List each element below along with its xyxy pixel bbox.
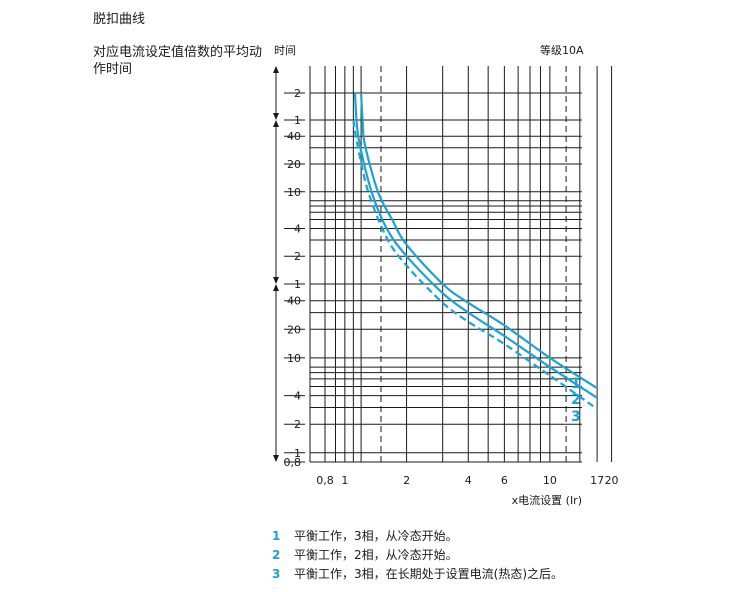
x-tick-label: 17 (590, 474, 604, 487)
y-tick-label: 10 (287, 352, 301, 365)
legend-text: 平衡工作，2相，从冷态开始。 (294, 548, 458, 562)
y-tick-label: 1 (294, 447, 301, 460)
y-tick-label: 10 (287, 186, 301, 199)
x-tick-label: 0,8 (316, 474, 334, 487)
y-axis-arrow-up (273, 120, 279, 127)
y-axis-arrow-up (273, 284, 279, 291)
curve-series-1 (360, 92, 598, 390)
y-tick-label: 2 (294, 418, 301, 431)
axis-layer (273, 66, 305, 463)
x-tick-label: 1 (341, 474, 348, 487)
legend-text: 平衡工作，3相，从冷态开始。 (294, 529, 458, 543)
curve-label-2: 2 (571, 392, 581, 408)
x-tick-label: 4 (465, 474, 472, 487)
curve-series-2 (353, 92, 598, 399)
side-description: 对应电流设定值倍数的平均动作时间 (93, 45, 263, 77)
y-tick-label: 1 (294, 278, 301, 291)
y-tick-label: 40 (287, 130, 301, 143)
legend-number: 3 (272, 567, 281, 581)
x-tick-label: 6 (501, 474, 508, 487)
curve-layer (352, 92, 598, 410)
y-tick-label: 4 (294, 390, 301, 403)
y-tick-label: 2 (294, 250, 301, 263)
y-tick-label: 20 (287, 158, 301, 171)
y-tick-label: 4 (294, 222, 301, 235)
y-tick-label: 1 (294, 114, 301, 127)
legend-item-3: 3 平衡工作，3相，在长期处于设置电流(热态)之后。 (272, 565, 563, 584)
x-tick-label: 20 (605, 474, 619, 487)
curve-label-3: 3 (571, 409, 581, 425)
y-axis-arrow-down (273, 277, 279, 284)
y-tick-label: 0,8 (284, 456, 302, 469)
y-tick-label: 40 (287, 295, 301, 308)
legend: 1 平衡工作，3相，从冷态开始。 2 平衡工作，2相，从冷态开始。 3 平衡工作，3相… (272, 527, 563, 584)
y-axis-arrow-down (273, 455, 279, 462)
curve-label-1: 1 (571, 376, 581, 392)
x-tick-label: 10 (543, 474, 557, 487)
legend-number: 1 (272, 529, 281, 543)
legend-text: 平衡工作，3相，在长期处于设置电流(热态)之后。 (294, 567, 563, 581)
y-axis-arrow-up (273, 66, 279, 73)
legend-item-2: 2 平衡工作，2相，从冷态开始。 (272, 546, 563, 565)
legend-item-1: 1 平衡工作，3相，从冷态开始。 (272, 527, 563, 546)
curve-series-3 (352, 119, 598, 410)
y-axis-title: 时间 (274, 44, 296, 57)
legend-number: 2 (272, 548, 281, 562)
x-tick-label: 2 (403, 474, 410, 487)
y-tick-label: 2 (294, 87, 301, 100)
y-tick-label: 20 (287, 323, 301, 336)
x-axis-label: x电流设置 (Ir) (512, 493, 582, 507)
section-title: 脱扣曲线 (93, 12, 146, 27)
y-axis-arrow-down (273, 113, 279, 120)
rating-label: 等级10A (540, 44, 584, 57)
